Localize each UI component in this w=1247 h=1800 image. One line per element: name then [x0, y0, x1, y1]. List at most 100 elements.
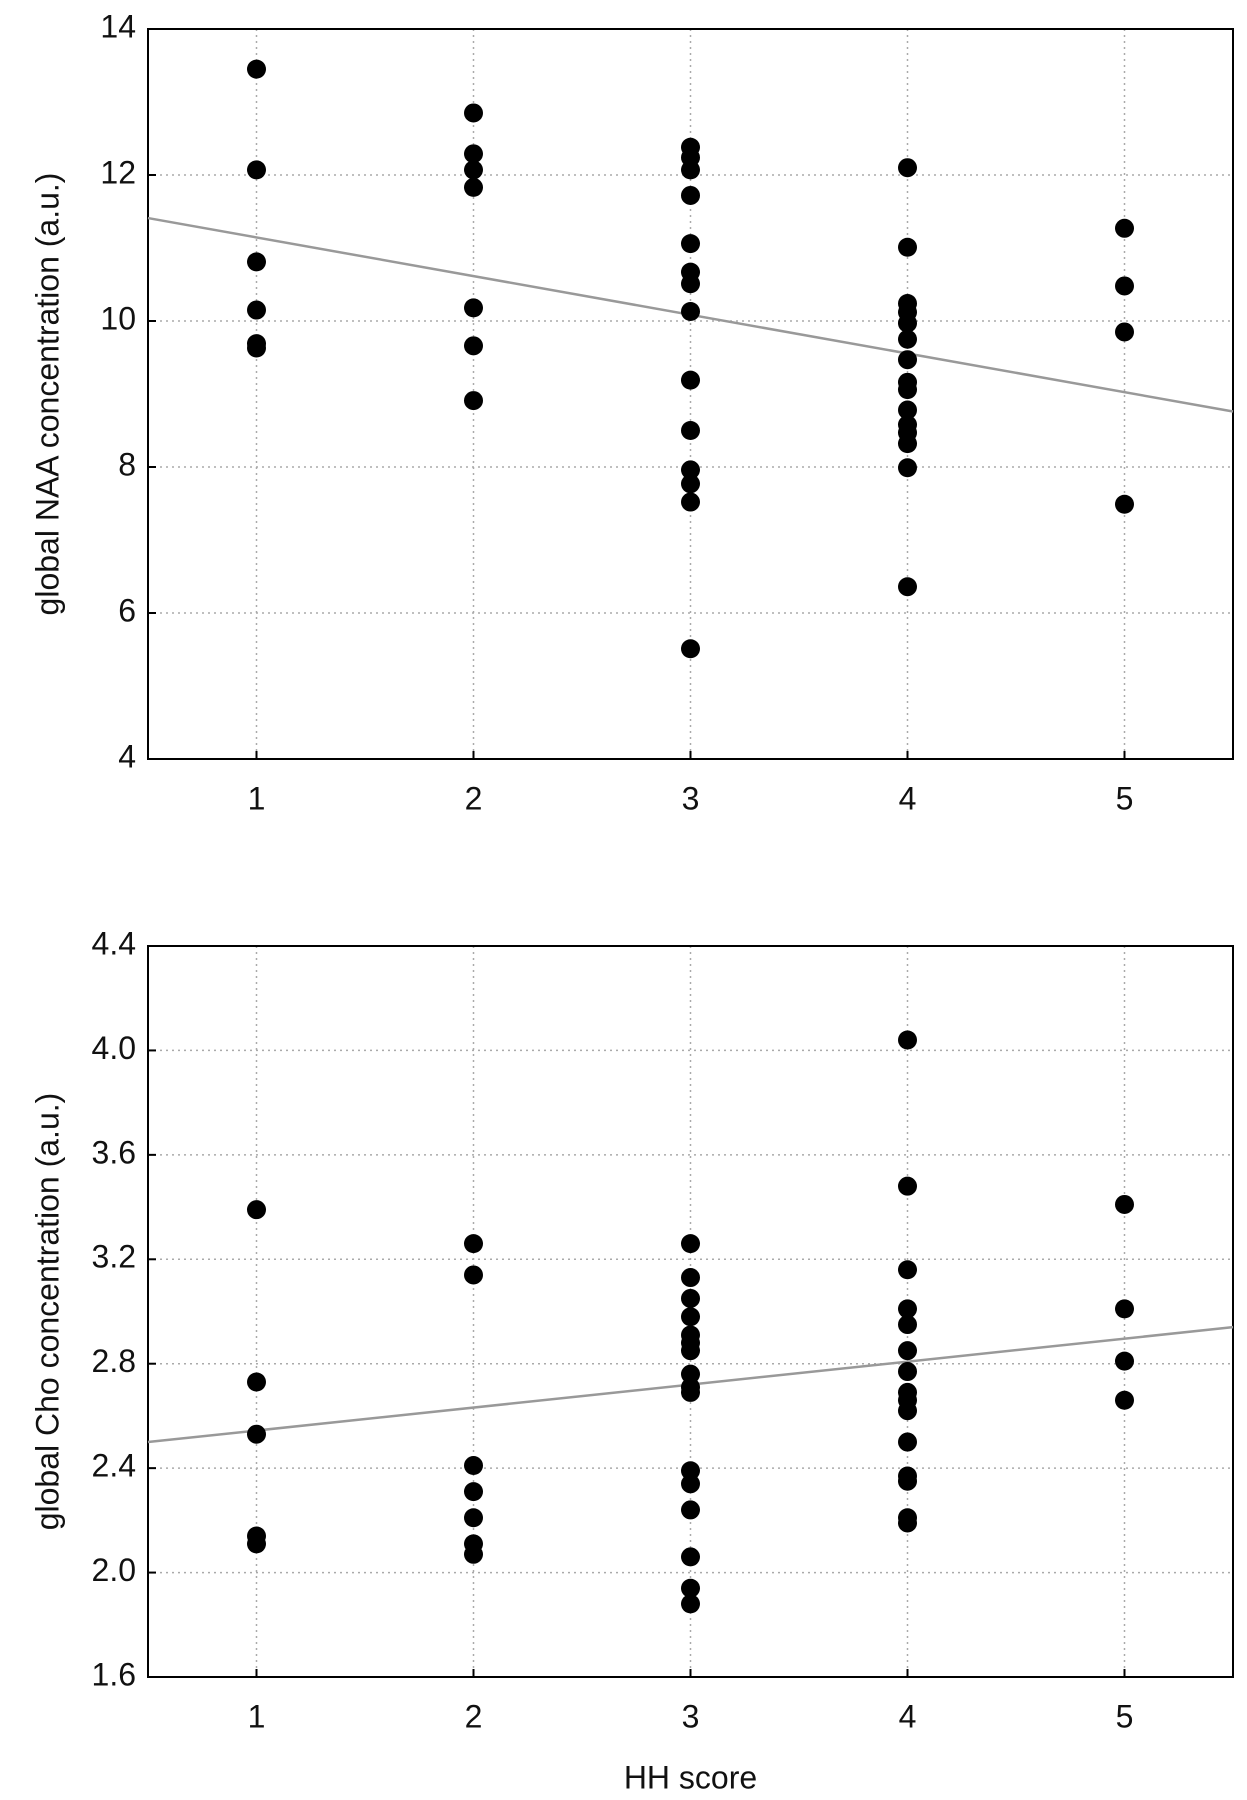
x-tick-label: 3: [682, 1698, 700, 1734]
data-point: [464, 1265, 483, 1285]
data-point: [681, 185, 700, 205]
y-tick-label: 14: [100, 8, 136, 44]
x-tick-label: 2: [465, 1698, 483, 1734]
data-point: [1115, 1390, 1134, 1410]
x-axis-label: HH score: [624, 1759, 757, 1795]
data-point: [681, 234, 700, 254]
y-tick-label: 4.4: [92, 925, 136, 961]
plot-frame: [147, 28, 1234, 760]
data-point: [681, 1578, 700, 1598]
data-point: [898, 400, 917, 420]
data-point: [898, 1260, 917, 1280]
data-point: [898, 1030, 917, 1050]
data-point: [681, 460, 700, 480]
y-tick-label: 10: [100, 300, 136, 336]
y-axis-label: global NAA concentration (a.u.): [29, 173, 65, 616]
data-point: [898, 1513, 917, 1533]
x-tick-label: 4: [899, 1698, 917, 1734]
data-point: [898, 1299, 917, 1319]
data-point: [898, 577, 917, 597]
data-point: [247, 1372, 266, 1392]
data-point: [464, 1482, 483, 1502]
x-tick-label: 3: [682, 780, 700, 816]
data-point: [898, 237, 917, 257]
data-point: [681, 1547, 700, 1567]
data-point: [464, 336, 483, 356]
data-point: [898, 458, 917, 478]
data-point: [681, 1461, 700, 1481]
data-point: [464, 298, 483, 318]
data-point: [681, 421, 700, 440]
data-point: [1115, 218, 1134, 238]
x-tick-label: 2: [465, 780, 483, 816]
data-point: [898, 380, 917, 400]
data-point: [898, 434, 917, 454]
data-point: [681, 639, 700, 659]
data-point: [898, 329, 917, 349]
y-tick-label: 3.2: [92, 1239, 136, 1275]
y-axis-label: global Cho concentration (a.u.): [29, 1093, 65, 1531]
data-point: [247, 252, 266, 272]
data-point: [898, 1176, 917, 1196]
x-tick-label: 5: [1116, 1698, 1134, 1734]
x-tick-label: 5: [1116, 780, 1134, 816]
data-point: [1115, 276, 1134, 296]
data-point: [464, 391, 483, 411]
y-tick-label: 3.6: [92, 1134, 136, 1170]
data-point: [898, 1362, 917, 1382]
data-point: [681, 1364, 700, 1384]
data-point: [681, 1500, 700, 1520]
data-point: [898, 1341, 917, 1361]
data-point: [1115, 1351, 1134, 1371]
data-point: [681, 1594, 700, 1614]
data-point: [464, 177, 483, 197]
data-point: [464, 1508, 483, 1528]
data-point: [247, 1424, 266, 1444]
data-point: [464, 1544, 483, 1564]
x-tick-label: 1: [248, 780, 266, 816]
y-tick-label: 12: [100, 154, 136, 190]
data-point: [1115, 494, 1134, 514]
y-tick-label: 2.8: [92, 1343, 136, 1379]
data-point: [1115, 322, 1134, 342]
data-point: [247, 1534, 266, 1554]
x-tick-label: 4: [899, 780, 917, 816]
y-tick-label: 4: [118, 738, 136, 774]
data-point: [681, 1234, 700, 1254]
y-tick-label: 2.4: [92, 1448, 136, 1484]
data-point: [464, 1234, 483, 1254]
data-point: [681, 160, 700, 180]
data-point: [247, 338, 266, 358]
data-point: [681, 1474, 700, 1494]
data-point: [898, 158, 917, 178]
plot-frame: [147, 945, 1234, 1678]
data-point: [898, 1471, 917, 1491]
data-point: [898, 1432, 917, 1452]
data-point: [898, 313, 917, 333]
data-point: [1115, 1194, 1134, 1214]
data-point: [681, 1288, 700, 1308]
data-point: [464, 1456, 483, 1476]
data-point: [247, 160, 266, 180]
y-tick-label: 2.0: [92, 1552, 136, 1588]
data-point: [681, 1268, 700, 1288]
data-point: [681, 1382, 700, 1402]
data-point: [898, 350, 917, 370]
data-point: [247, 300, 266, 320]
y-tick-label: 8: [118, 446, 136, 482]
data-point: [247, 1200, 266, 1220]
data-point: [1115, 1299, 1134, 1319]
data-point: [681, 1307, 700, 1327]
data-point: [898, 1401, 917, 1421]
y-tick-label: 6: [118, 592, 136, 628]
data-point: [681, 492, 700, 512]
data-point: [681, 370, 700, 390]
data-point: [464, 160, 483, 180]
data-point: [681, 302, 700, 322]
data-point: [681, 274, 700, 294]
data-point: [464, 103, 483, 123]
x-tick-label: 1: [248, 1698, 266, 1734]
data-point: [681, 474, 700, 494]
data-point: [247, 59, 266, 79]
